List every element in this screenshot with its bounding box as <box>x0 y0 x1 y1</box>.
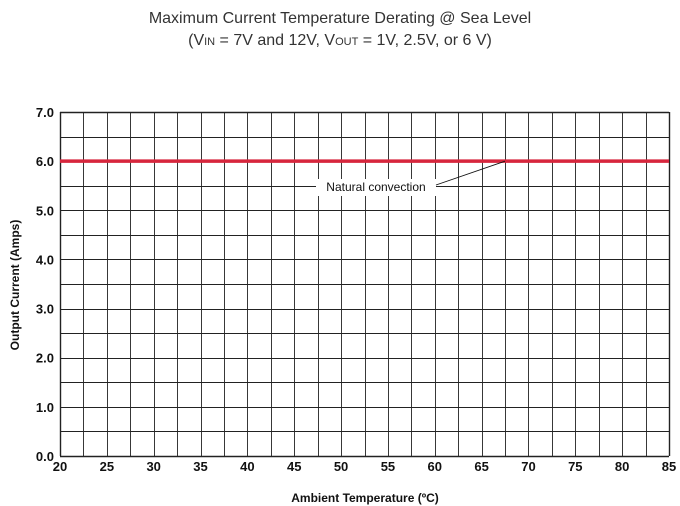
x-tick-label: 60 <box>428 459 442 474</box>
subtitle-vout-subscript: OUT <box>335 36 359 48</box>
annotation-layer: Natural convection <box>316 160 506 196</box>
x-tick-label: 75 <box>568 459 582 474</box>
x-axis-label: Ambient Temperature (ºC) <box>291 491 439 505</box>
annotation-background <box>316 179 436 196</box>
annotation-label: Natural convection <box>326 180 425 194</box>
x-tick-label: 20 <box>53 459 67 474</box>
y-tick-label: 6.0 <box>36 154 54 169</box>
chart-subtitle: (VIN = 7V and 12V, VOUT = 1V, 2.5V, or 6… <box>0 30 680 53</box>
tick-labels: 20 25 30 35 40 45 50 55 60 65 70 75 80 85 0.0 1.0 2.0 3.0… <box>36 105 676 474</box>
x-tick-label: 25 <box>100 459 114 474</box>
x-tick-label: 80 <box>615 459 629 474</box>
x-tick-label: 30 <box>146 459 160 474</box>
y-axis-label: Output Current (Amps) <box>8 220 22 351</box>
x-tick-label: 50 <box>334 459 348 474</box>
subtitle-middle: = 7V and 12V, V <box>215 32 336 49</box>
y-tick-label: 3.0 <box>36 302 54 317</box>
y-tick-label: 1.0 <box>36 400 54 415</box>
x-tick-label: 55 <box>381 459 395 474</box>
x-tick-label: 70 <box>521 459 535 474</box>
y-tick-label: 4.0 <box>36 252 54 267</box>
x-tick-label: 65 <box>474 459 488 474</box>
grid <box>59 111 671 458</box>
x-tick-label: 85 <box>662 459 676 474</box>
x-tick-label: 45 <box>287 459 301 474</box>
y-tick-label: 7.0 <box>36 105 54 120</box>
subtitle-vin-subscript: IN <box>204 36 216 48</box>
y-tick-label: 5.0 <box>36 203 54 218</box>
y-tick-label: 2.0 <box>36 351 54 366</box>
subtitle-open: (V <box>188 32 205 49</box>
annotation-leader-line <box>435 160 506 186</box>
x-tick-label: 35 <box>193 459 207 474</box>
x-tick-label: 40 <box>240 459 254 474</box>
chart-title: Maximum Current Temperature Derating @ S… <box>148 10 532 27</box>
y-tick-label: 0.0 <box>36 449 54 464</box>
chart-title-block: Maximum Current Temperature Derating @ S… <box>0 8 680 53</box>
subtitle-close: = 1V, 2.5V, or 6 V) <box>358 32 492 49</box>
